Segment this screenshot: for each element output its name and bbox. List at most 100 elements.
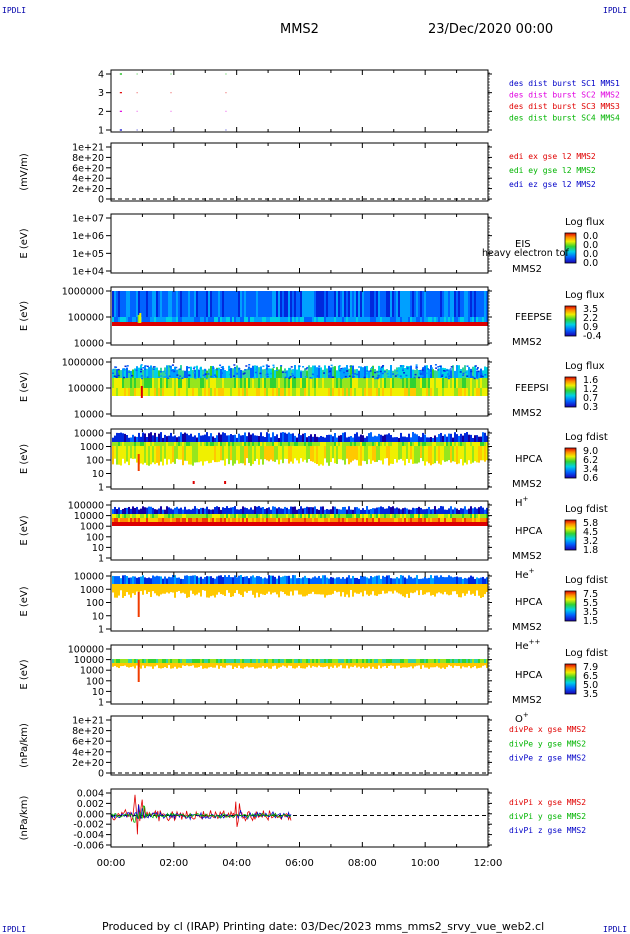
- spectrogram-cell: [434, 442, 436, 446]
- spectrogram-cell: [420, 291, 422, 322]
- spectrogram-cell: [484, 366, 486, 378]
- spectrogram-cell: [350, 317, 352, 322]
- spectrogram-cell: [320, 446, 322, 465]
- spectrogram-speck: [233, 364, 236, 366]
- spectrogram-cell: [114, 446, 116, 459]
- spectrogram-cell: [298, 317, 300, 322]
- spectrogram-cell: [218, 584, 220, 588]
- spectrogram-cell: [304, 433, 306, 442]
- spectrogram-cell: [322, 442, 324, 446]
- spectrogram-cell: [116, 588, 118, 598]
- spectrogram-cell: [138, 522, 140, 526]
- spectrogram-cell: [330, 291, 332, 322]
- spectrogram-cell: [400, 322, 402, 326]
- spectrogram-speck: [272, 364, 275, 367]
- spectrogram-cell: [464, 322, 466, 326]
- spectrogram-cell: [476, 584, 478, 588]
- spectrogram-cell: [124, 433, 126, 442]
- spectrogram-cell: [136, 322, 138, 326]
- spectrogram-cell: [484, 588, 486, 595]
- spectrogram-cell: [298, 433, 300, 442]
- spectrogram-cell: [406, 578, 408, 584]
- spectrogram-cell: [242, 522, 244, 526]
- spectrogram-cell: [184, 518, 186, 522]
- spectrogram-cell: [316, 388, 318, 396]
- spectrogram-cell: [134, 368, 136, 378]
- spectrogram-cell: [436, 584, 438, 588]
- spectrogram-cell: [122, 522, 124, 526]
- spectrogram-cell: [404, 388, 406, 396]
- spectrogram-cell: [250, 442, 252, 446]
- spectrogram-cell: [376, 507, 378, 514]
- spectrogram-cell: [464, 659, 466, 663]
- spectrogram-cell: [122, 291, 124, 322]
- spectrogram-cell: [288, 514, 290, 518]
- spectrogram-cell: [288, 367, 290, 378]
- spectrogram-cell: [330, 577, 332, 584]
- colorbar: [564, 232, 577, 264]
- spectrogram-cell: [444, 514, 446, 518]
- spectrogram-cell: [300, 322, 302, 326]
- spectrogram-cell: [312, 291, 314, 322]
- spectrogram-cell: [356, 446, 358, 461]
- spectrogram-cell: [240, 584, 242, 588]
- spectrogram-cell: [340, 584, 342, 588]
- spectrogram-cell: [424, 659, 426, 663]
- spectrogram-cell: [182, 588, 184, 593]
- spectrogram-cell: [316, 446, 318, 465]
- spectrogram-cell: [138, 367, 140, 378]
- spectrogram-cell: [294, 446, 296, 459]
- spectrogram-cell: [268, 446, 270, 462]
- spectrogram-speck: [165, 372, 168, 375]
- spectrogram-cell: [242, 584, 244, 588]
- spectrogram-cell: [312, 577, 314, 584]
- y-tick-label: 2: [98, 107, 104, 118]
- spectrogram-cell: [196, 442, 198, 446]
- spectrogram-cell: [284, 378, 286, 388]
- spectrogram-cell: [308, 514, 310, 518]
- spectrogram-cell: [164, 317, 166, 322]
- spectrogram-cell: [234, 506, 236, 514]
- spectrogram-cell: [292, 378, 294, 388]
- spectrogram-cell: [310, 514, 312, 518]
- spectrogram-cell: [388, 388, 390, 396]
- spectrogram-cell: [232, 584, 234, 588]
- spectrogram-cell: [172, 575, 174, 584]
- spectrogram-cell: [112, 584, 114, 588]
- spectrogram-cell: [204, 514, 206, 518]
- spectrogram-cell: [340, 514, 342, 518]
- spectrogram-cell: [370, 378, 372, 388]
- spectrogram-cell: [470, 584, 472, 588]
- spectrogram-cell: [394, 588, 396, 591]
- spectrogram-cell: [454, 518, 456, 522]
- spectrogram-cell: [166, 522, 168, 526]
- y-tick-label: 0.000: [77, 809, 104, 820]
- spectrogram-cell: [178, 442, 180, 446]
- spectrogram-cell: [474, 435, 476, 442]
- spectrogram-cell: [460, 514, 462, 518]
- spectrogram-cell: [254, 388, 256, 396]
- legend-entry: divPi x gse MMS2: [509, 798, 586, 807]
- spectrogram-cell: [384, 518, 386, 522]
- spectrogram-speck: [116, 372, 119, 375]
- spectrogram-cell: [300, 446, 302, 459]
- spectrogram-cell: [416, 378, 418, 388]
- spectrogram-cell: [460, 322, 462, 326]
- spectrogram-cell: [374, 518, 376, 522]
- spectrogram-cell: [472, 659, 474, 663]
- spectrogram-cell: [260, 576, 262, 584]
- spectrogram-cell: [188, 588, 190, 598]
- spectrogram-cell: [372, 317, 374, 322]
- spectrogram-cell: [170, 378, 172, 388]
- spectrogram-cell: [176, 437, 178, 442]
- spectrogram-cell: [460, 508, 462, 514]
- spectrogram-cell: [296, 514, 298, 518]
- spectrogram-cell: [226, 506, 228, 514]
- spectrogram-cell: [234, 518, 236, 522]
- spectrogram-cell: [398, 518, 400, 522]
- spectrogram-cell: [162, 322, 164, 326]
- spectrogram-cell: [430, 509, 432, 514]
- spectrogram-cell: [426, 584, 428, 588]
- spectrogram-cell: [190, 584, 192, 588]
- spectrogram-cell: [228, 584, 230, 588]
